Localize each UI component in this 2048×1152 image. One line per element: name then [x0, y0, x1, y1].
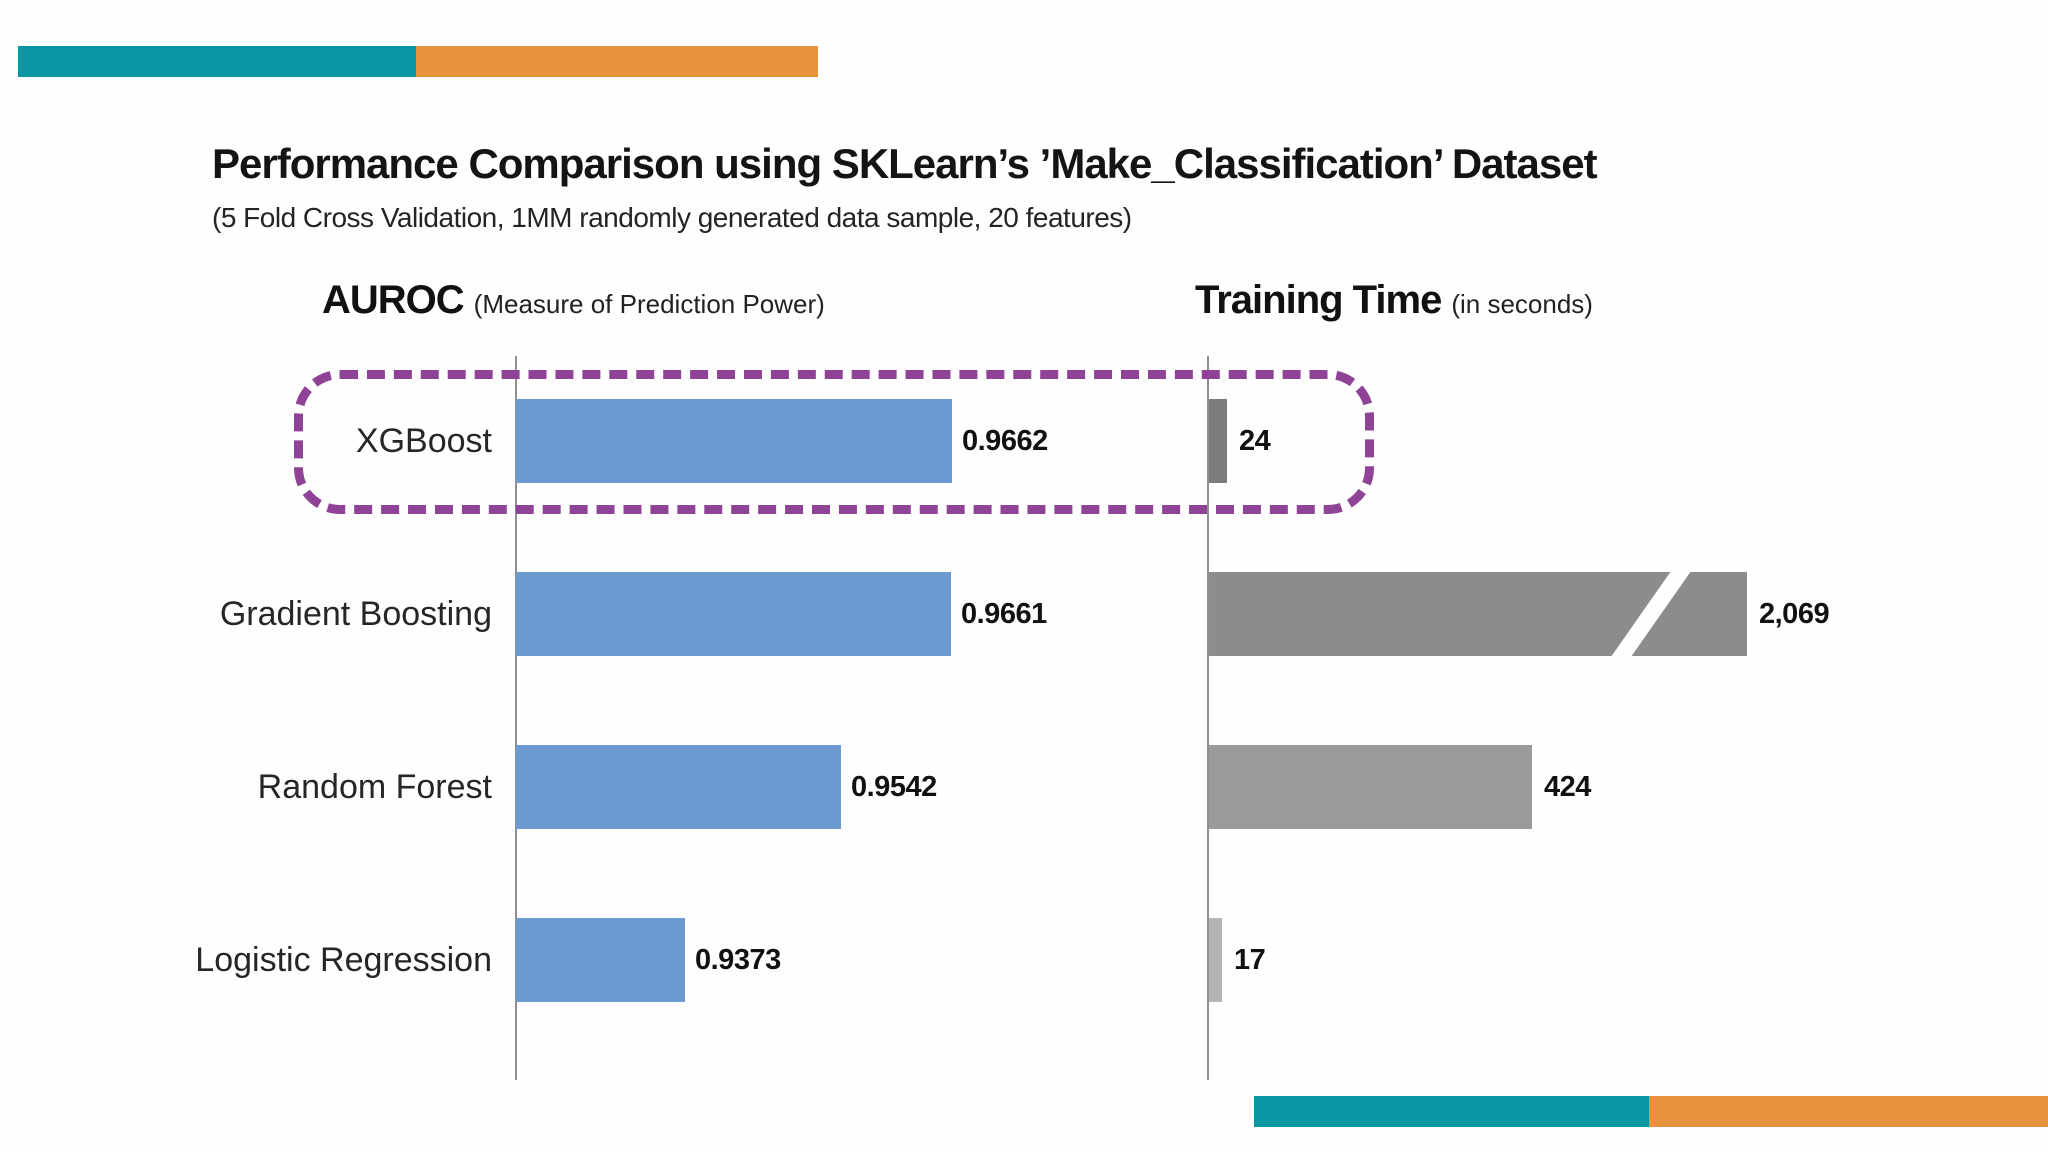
- teal-accent-segment: [1254, 1096, 1649, 1127]
- auroc-header-title: AUROC: [322, 278, 465, 322]
- auroc-bar: [516, 572, 951, 656]
- category-label: Random Forest: [257, 768, 492, 806]
- top-accent-bar: [18, 46, 818, 77]
- training-bar: [1209, 567, 1747, 661]
- orange-accent-segment: [1649, 1096, 2048, 1127]
- training-bar: [1209, 918, 1222, 1002]
- training-column-header: Training Time (in seconds): [1195, 278, 1593, 323]
- training-bar: [1209, 399, 1227, 483]
- auroc-column-header: AUROC (Measure of Prediction Power): [322, 278, 825, 323]
- auroc-axis-line: [515, 356, 517, 1080]
- category-label: Gradient Boosting: [219, 595, 492, 633]
- auroc-value: 0.9661: [961, 598, 1047, 630]
- teal-accent-segment: [18, 46, 416, 77]
- category-label: Logistic Regression: [195, 941, 492, 979]
- auroc-bar: [516, 918, 685, 1002]
- orange-accent-segment: [416, 46, 818, 77]
- training-header-subtitle: (in seconds): [1451, 289, 1593, 319]
- auroc-header-subtitle: (Measure of Prediction Power): [473, 289, 825, 319]
- training-axis-line: [1207, 356, 1209, 1080]
- chart-subtitle: (5 Fold Cross Validation, 1MM randomly g…: [212, 202, 1132, 233]
- training-value: 24: [1239, 425, 1271, 457]
- xgboost-highlight-box: [294, 370, 1374, 514]
- auroc-value: 0.9373: [695, 944, 781, 976]
- chart-title: Performance Comparison using SKLearn’s ’…: [212, 140, 1598, 187]
- bottom-accent-bar: [1254, 1096, 2048, 1127]
- category-label: XGBoost: [355, 422, 492, 460]
- training-value: 2,069: [1759, 598, 1830, 630]
- auroc-bar: [516, 745, 841, 829]
- auroc-value: 0.9662: [962, 425, 1048, 457]
- training-value: 17: [1234, 944, 1266, 976]
- axis-break-slash-icon: [1608, 567, 1694, 661]
- training-value: 424: [1544, 771, 1591, 803]
- auroc-value: 0.9542: [851, 771, 937, 803]
- auroc-bar: [516, 399, 952, 483]
- training-bar: [1209, 745, 1532, 829]
- training-header-title: Training Time: [1195, 278, 1442, 322]
